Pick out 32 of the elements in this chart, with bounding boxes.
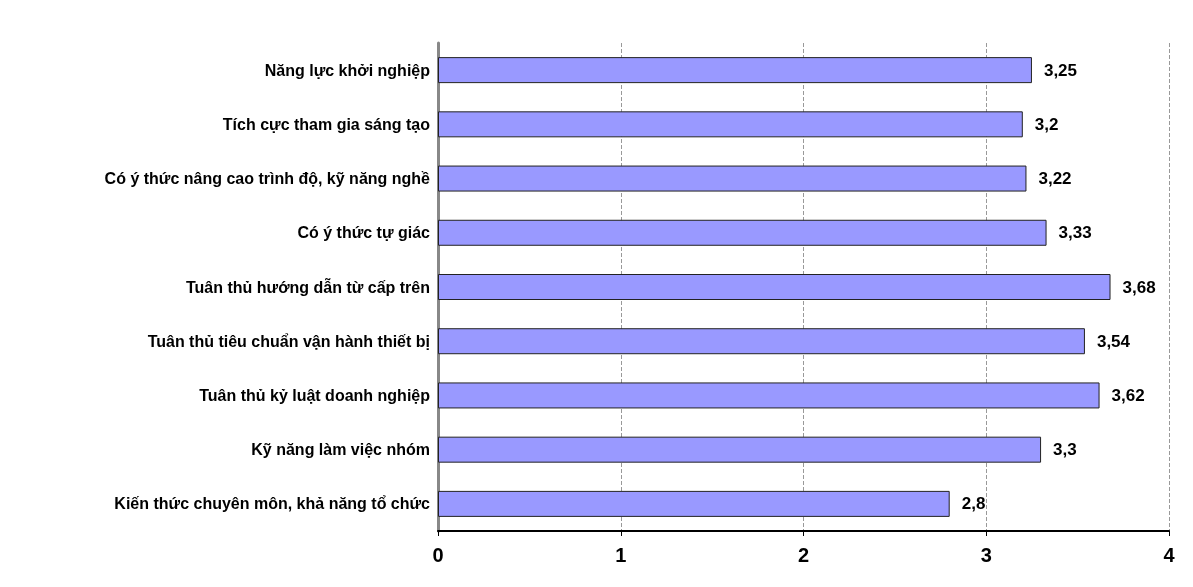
- data-label: 3,2: [1034, 114, 1059, 134]
- x-tick-label: 2: [797, 544, 810, 566]
- x-tick-label: 3: [980, 544, 992, 566]
- y-tick-label: Tuân thủ tiêu chuẩn vận hành thiết bị: [147, 332, 430, 350]
- y-tick-label: Có ý thức nâng cao trình độ, kỹ năng nghề: [104, 170, 431, 188]
- bar: [438, 328, 1085, 355]
- y-tick-label: Kiến thức chuyên môn, khả năng tổ chức: [114, 495, 431, 513]
- y-tick-label: Tuân thủ kỷ luật doanh nghiệp: [199, 386, 431, 404]
- bar: [438, 165, 1027, 192]
- y-tick-label: Tuân thủ hướng dẫn từ cấp trên: [185, 277, 430, 296]
- x-tick-label: 0: [432, 544, 444, 566]
- x-tick-label: 4: [1163, 544, 1176, 566]
- data-label: 3,25: [1043, 60, 1078, 80]
- y-tick-label: Kỹ năng làm việc nhóm: [251, 441, 430, 459]
- data-label: 3,54: [1096, 331, 1131, 351]
- x-tick-label: 1: [615, 544, 627, 566]
- bar: [438, 111, 1023, 138]
- data-label: 3,22: [1038, 169, 1072, 189]
- bar: [438, 57, 1032, 84]
- data-label: 3,3: [1053, 440, 1077, 460]
- data-label: 2,8: [961, 494, 986, 514]
- y-tick-label: Tích cực tham gia sáng tạo: [222, 115, 431, 133]
- data-label: 3,68: [1122, 277, 1156, 297]
- bar: [438, 274, 1111, 300]
- bar: [438, 436, 1042, 463]
- bar: [438, 382, 1100, 409]
- bar: [438, 219, 1047, 246]
- bar: [438, 490, 950, 517]
- data-label: 3,33: [1058, 223, 1092, 243]
- y-tick-label: Năng lực khởi nghiệp: [264, 61, 431, 79]
- data-label: 3,62: [1111, 385, 1145, 405]
- y-tick-label: Có ý thức tự giác: [297, 224, 431, 242]
